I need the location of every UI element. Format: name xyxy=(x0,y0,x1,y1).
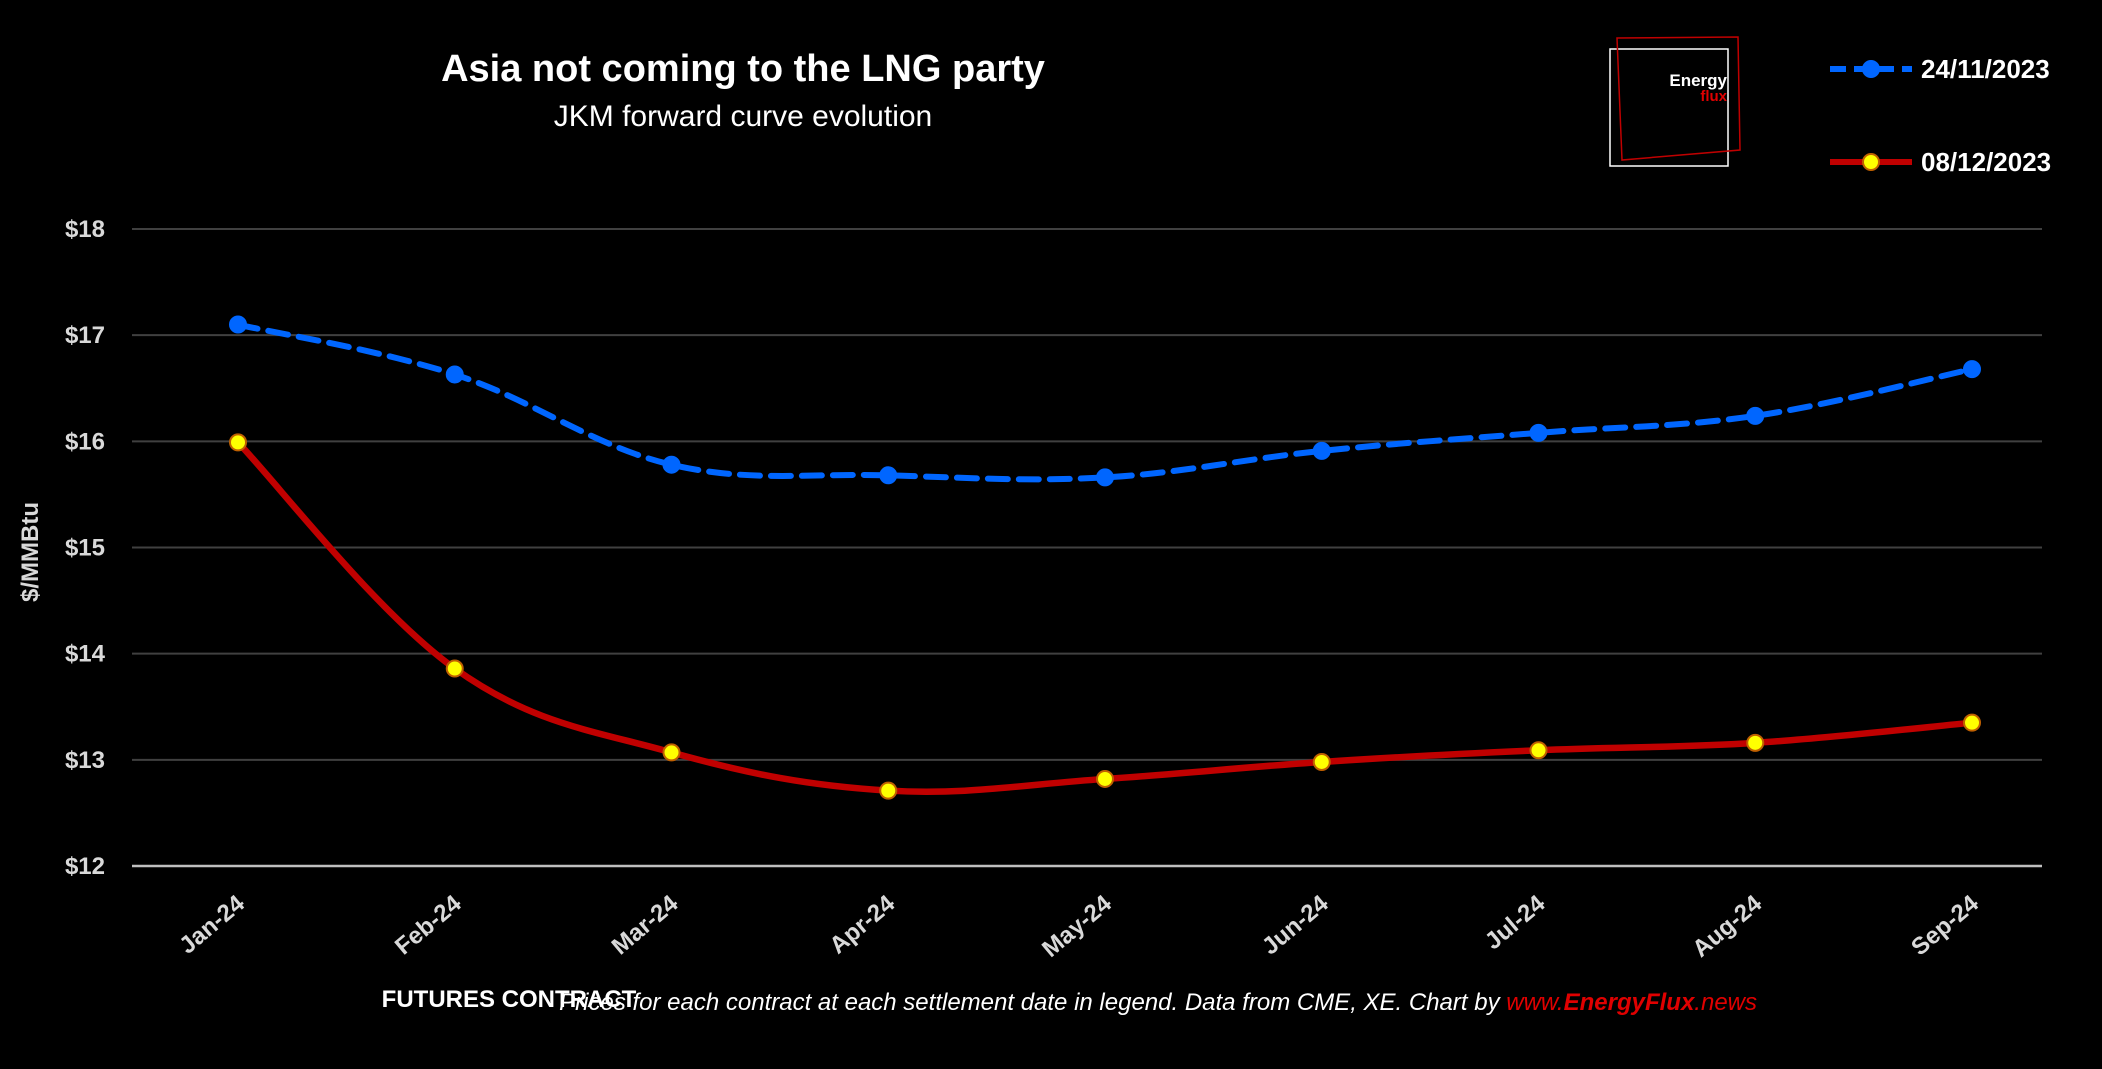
data-point xyxy=(662,743,681,762)
series-2 xyxy=(229,433,1981,800)
data-point xyxy=(1312,441,1331,460)
chart-subtitle: JKM forward curve evolution xyxy=(554,100,933,133)
data-point xyxy=(445,365,464,384)
data-point xyxy=(1746,406,1765,425)
y-tick-label: $17 xyxy=(65,322,105,349)
y-axis-ticks: $12 $13 $14 $15 $16 $17 $18 xyxy=(65,216,106,880)
data-point xyxy=(445,659,464,678)
data-point xyxy=(1529,741,1548,760)
chart-title: Asia not coming to the LNG party xyxy=(441,48,1045,90)
logo-word-energy: Energy xyxy=(1669,71,1727,90)
footnote-link-brand: EnergyFlux xyxy=(1564,989,1696,1016)
legend-swatch-marker xyxy=(1862,60,1880,78)
legend-swatch-marker xyxy=(1862,153,1880,171)
legend: 24/11/2023 08/12/2023 xyxy=(1830,54,2051,177)
series-line xyxy=(235,321,1975,483)
gridlines xyxy=(132,228,2042,868)
series-layer xyxy=(229,315,1981,800)
series-line xyxy=(234,439,1976,795)
data-point xyxy=(229,433,247,452)
legend-label: 08/12/2023 xyxy=(1921,147,2051,177)
y-tick-label: $14 xyxy=(65,641,106,668)
data-point xyxy=(1963,713,1981,732)
footnote-link-prefix: www. xyxy=(1506,989,1563,1016)
y-tick-label: $18 xyxy=(65,216,105,243)
footnote-text: Prices for each contract at each settlem… xyxy=(559,989,1506,1016)
y-tick-label: $12 xyxy=(65,853,105,880)
data-point xyxy=(1529,423,1548,442)
legend-label: 24/11/2023 xyxy=(1921,54,2050,84)
data-point xyxy=(1096,468,1114,487)
y-tick-label: $13 xyxy=(65,747,105,774)
data-point xyxy=(879,466,898,485)
logo-red-frame xyxy=(1616,36,1741,161)
logo-word-flux: flux xyxy=(1700,88,1727,105)
footnote-link-suffix: .news xyxy=(1694,989,1757,1016)
logo-frame xyxy=(1609,48,1729,167)
legend-item: 08/12/2023 xyxy=(1830,147,2051,177)
data-point xyxy=(879,781,898,800)
data-point xyxy=(1746,733,1765,752)
y-axis-label: $/MMBtu xyxy=(17,502,44,602)
energyflux-logo: Energy flux xyxy=(1609,36,1741,167)
series-1 xyxy=(229,315,1981,487)
footnote: Prices for each contract at each settlem… xyxy=(559,989,1757,1016)
data-point xyxy=(1096,769,1114,788)
data-point xyxy=(229,315,247,334)
data-point xyxy=(662,455,681,474)
legend-item: 24/11/2023 xyxy=(1830,54,2050,84)
y-tick-label: $16 xyxy=(65,428,105,455)
x-axis-label: FUTURES CONTRACT xyxy=(382,986,637,1013)
y-tick-label: $15 xyxy=(65,535,105,562)
data-point xyxy=(1963,360,1981,379)
data-point xyxy=(1312,752,1331,771)
